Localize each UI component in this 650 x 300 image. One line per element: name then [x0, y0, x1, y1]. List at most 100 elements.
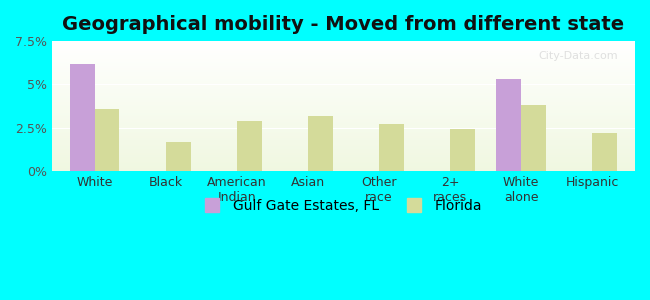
- Bar: [52, 53, 635, 54]
- Bar: [237, 121, 262, 171]
- Bar: [52, 86, 635, 88]
- Bar: [52, 111, 635, 112]
- Bar: [308, 116, 333, 171]
- Text: City-Data.com: City-Data.com: [538, 52, 617, 61]
- Bar: [52, 145, 635, 146]
- Bar: [52, 90, 635, 92]
- Bar: [52, 159, 635, 160]
- Bar: [52, 42, 635, 44]
- Bar: [52, 107, 635, 109]
- Bar: [52, 115, 635, 116]
- Bar: [52, 150, 635, 152]
- Bar: [52, 112, 635, 114]
- Bar: [52, 109, 635, 110]
- Bar: [52, 83, 635, 84]
- Bar: [52, 142, 635, 144]
- Bar: [52, 103, 635, 105]
- Bar: [52, 66, 635, 67]
- Bar: [52, 137, 635, 139]
- Bar: [52, 125, 635, 127]
- Bar: [52, 129, 635, 131]
- Bar: [52, 155, 635, 157]
- Bar: [52, 64, 635, 66]
- Bar: [52, 141, 635, 142]
- Bar: [52, 153, 635, 154]
- Bar: [52, 118, 635, 119]
- Bar: [94, 109, 120, 171]
- Bar: [52, 41, 635, 42]
- Bar: [52, 135, 635, 136]
- Bar: [52, 46, 635, 48]
- Bar: [52, 58, 635, 59]
- Bar: [52, 89, 635, 90]
- Bar: [52, 122, 635, 123]
- Bar: [52, 119, 635, 120]
- Bar: [52, 169, 635, 171]
- Bar: [52, 54, 635, 56]
- Bar: [52, 123, 635, 124]
- Bar: [52, 146, 635, 148]
- Bar: [52, 68, 635, 70]
- Bar: [52, 120, 635, 122]
- Bar: [450, 129, 475, 171]
- Bar: [592, 133, 617, 171]
- Bar: [52, 149, 635, 150]
- Bar: [52, 96, 635, 97]
- Bar: [52, 162, 635, 163]
- Bar: [52, 97, 635, 98]
- Bar: [52, 72, 635, 74]
- Bar: [52, 61, 635, 62]
- Bar: [52, 102, 635, 104]
- Bar: [52, 127, 635, 128]
- Bar: [52, 56, 635, 57]
- Bar: [52, 166, 635, 167]
- Bar: [52, 168, 635, 169]
- Bar: [52, 131, 635, 132]
- Bar: [52, 136, 635, 137]
- Bar: [52, 157, 635, 158]
- Bar: [521, 105, 546, 171]
- Bar: [52, 128, 635, 129]
- Bar: [52, 139, 635, 140]
- Bar: [52, 67, 635, 68]
- Bar: [52, 92, 635, 93]
- Bar: [52, 62, 635, 63]
- Bar: [52, 75, 635, 76]
- Bar: [497, 79, 521, 171]
- Bar: [52, 93, 635, 94]
- Bar: [52, 80, 635, 81]
- Bar: [52, 77, 635, 79]
- Bar: [52, 81, 635, 83]
- Bar: [52, 74, 635, 75]
- Bar: [52, 45, 635, 46]
- Bar: [52, 57, 635, 58]
- Bar: [52, 88, 635, 89]
- Legend: Gulf Gate Estates, FL, Florida: Gulf Gate Estates, FL, Florida: [200, 193, 488, 218]
- Bar: [52, 52, 635, 53]
- Bar: [52, 148, 635, 149]
- Bar: [52, 59, 635, 61]
- Bar: [52, 154, 635, 155]
- Bar: [52, 167, 635, 168]
- Bar: [52, 84, 635, 85]
- Bar: [52, 79, 635, 80]
- Bar: [52, 71, 635, 72]
- Bar: [70, 64, 94, 171]
- Bar: [52, 164, 635, 166]
- Bar: [52, 94, 635, 96]
- Bar: [52, 48, 635, 49]
- Bar: [52, 44, 635, 45]
- Bar: [52, 98, 635, 100]
- Bar: [52, 70, 635, 71]
- Bar: [52, 140, 635, 141]
- Bar: [166, 142, 190, 171]
- Bar: [52, 158, 635, 159]
- Bar: [52, 63, 635, 64]
- Bar: [52, 133, 635, 135]
- Bar: [52, 85, 635, 86]
- Bar: [52, 116, 635, 118]
- Bar: [52, 50, 635, 52]
- Bar: [52, 114, 635, 115]
- Bar: [52, 132, 635, 133]
- Bar: [52, 105, 635, 106]
